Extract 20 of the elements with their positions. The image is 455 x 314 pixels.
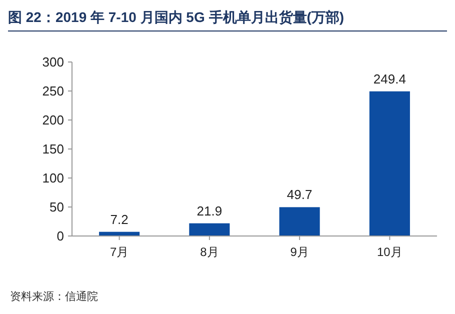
bar [369, 91, 410, 236]
x-tick-label: 7月 [110, 245, 129, 259]
x-tick-label: 9月 [290, 245, 309, 259]
x-tick-label: 8月 [200, 245, 219, 259]
y-tick-label: 300 [42, 54, 64, 70]
y-tick-label: 100 [42, 170, 64, 186]
bar [279, 207, 320, 236]
data-label: 21.9 [196, 203, 222, 218]
x-tick-label: 10月 [377, 245, 402, 259]
chart-title: 图 22：2019 年 7-10 月国内 5G 手机单月出货量(万部) [8, 9, 344, 25]
data-label: 7.2 [110, 212, 128, 227]
y-tick-label: 150 [42, 142, 64, 157]
y-tick-label: 250 [42, 84, 64, 99]
y-tick-label: 200 [42, 112, 64, 128]
y-tick-label: 50 [50, 200, 64, 215]
text: 资料来源：信通院 [10, 290, 98, 303]
data-label: 249.4 [373, 71, 406, 86]
data-label: 49.7 [286, 187, 312, 202]
y-tick-label: 0 [56, 228, 64, 244]
bar [189, 223, 230, 236]
